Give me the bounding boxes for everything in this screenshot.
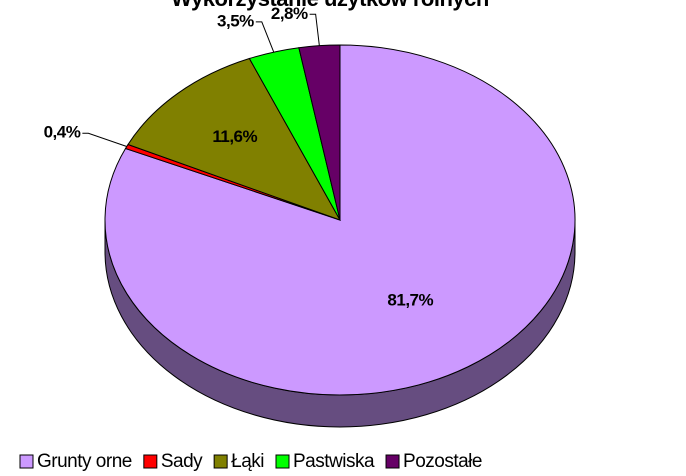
legend-label: Pozostałe xyxy=(403,451,482,472)
data-label: 3,5% xyxy=(217,11,254,30)
data-label: 11,6% xyxy=(212,127,257,146)
legend-swatch xyxy=(385,454,400,469)
legend: Grunty orne Sady Łąki Pastwiska Pozostałe xyxy=(19,451,482,472)
pie-slice xyxy=(127,57,342,221)
legend-label: Grunty orne xyxy=(37,451,132,472)
chart-title: Wykorzystanie użytków rolnych xyxy=(171,0,489,11)
leader-line xyxy=(82,132,127,147)
legend-swatch xyxy=(143,454,158,469)
pie-slice xyxy=(298,44,341,221)
leader-line xyxy=(255,21,275,53)
legend-swatch xyxy=(213,454,228,469)
data-label: 0,4% xyxy=(44,123,81,142)
legend-label: Pastwiska xyxy=(293,451,375,472)
legend-label: Sady xyxy=(161,451,203,472)
data-label: 81,7% xyxy=(387,290,433,309)
leader-line xyxy=(309,13,320,46)
data-label: 2,8% xyxy=(271,4,308,23)
legend-swatch xyxy=(275,454,290,469)
legend-label: Łąki xyxy=(231,451,264,472)
legend-swatch xyxy=(19,454,34,469)
